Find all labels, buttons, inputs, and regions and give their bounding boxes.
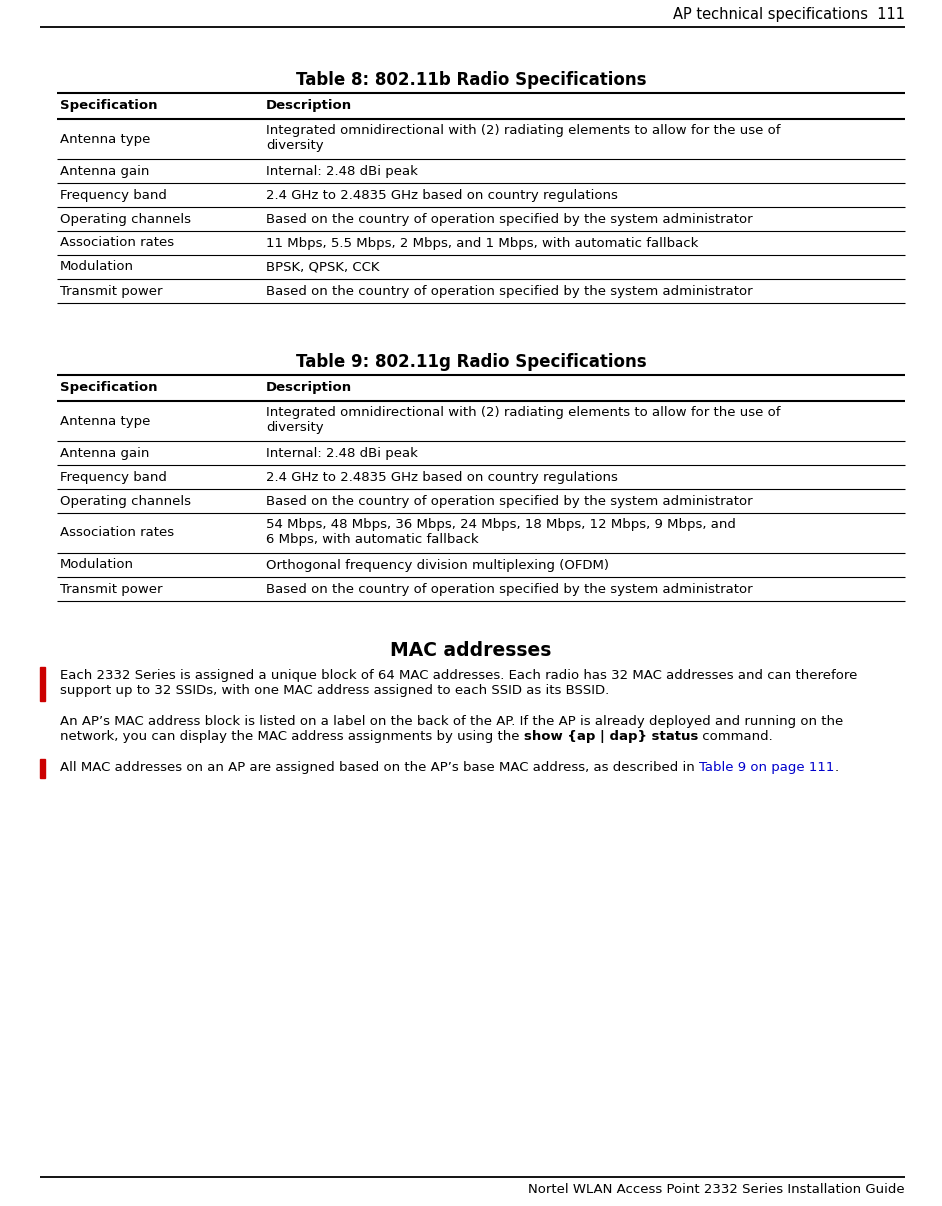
Text: Based on the country of operation specified by the system administrator: Based on the country of operation specif…: [266, 212, 753, 226]
Text: Operating channels: Operating channels: [60, 212, 191, 226]
Text: diversity: diversity: [266, 139, 324, 152]
Text: 54 Mbps, 48 Mbps, 36 Mbps, 24 Mbps, 18 Mbps, 12 Mbps, 9 Mbps, and: 54 Mbps, 48 Mbps, 36 Mbps, 24 Mbps, 18 M…: [266, 519, 736, 531]
Text: MAC addresses: MAC addresses: [390, 642, 552, 660]
Text: diversity: diversity: [266, 421, 324, 434]
Text: Based on the country of operation specified by the system administrator: Based on the country of operation specif…: [266, 285, 753, 298]
Text: 2.4 GHz to 2.4835 GHz based on country regulations: 2.4 GHz to 2.4835 GHz based on country r…: [266, 470, 618, 484]
Text: Antenna gain: Antenna gain: [60, 446, 150, 459]
Text: Frequency band: Frequency band: [60, 188, 167, 201]
Text: Modulation: Modulation: [60, 558, 134, 572]
Text: Description: Description: [266, 381, 352, 394]
Text: Internal: 2.48 dBi peak: Internal: 2.48 dBi peak: [266, 164, 418, 177]
Text: .: .: [835, 761, 838, 774]
Text: An AP’s MAC address block is listed on a label on the back of the AP. If the AP : An AP’s MAC address block is listed on a…: [60, 715, 843, 728]
Text: Table 9: 802.11g Radio Specifications: Table 9: 802.11g Radio Specifications: [296, 353, 646, 371]
Text: All MAC addresses on an AP are assigned based on the AP’s base MAC address, as d: All MAC addresses on an AP are assigned …: [60, 761, 699, 774]
Text: Table 8: 802.11b Radio Specifications: Table 8: 802.11b Radio Specifications: [296, 71, 646, 89]
Text: Specification: Specification: [60, 100, 157, 112]
Bar: [40, 667, 45, 701]
Text: Orthogonal frequency division multiplexing (OFDM): Orthogonal frequency division multiplexi…: [266, 558, 609, 572]
Text: Antenna type: Antenna type: [60, 133, 151, 146]
Text: Transmit power: Transmit power: [60, 285, 163, 298]
Text: Each 2332 Series is assigned a unique block of 64 MAC addresses. Each radio has : Each 2332 Series is assigned a unique bl…: [60, 669, 857, 683]
Text: support up to 32 SSIDs, with one MAC address assigned to each SSID as its BSSID.: support up to 32 SSIDs, with one MAC add…: [60, 684, 609, 697]
Text: Based on the country of operation specified by the system administrator: Based on the country of operation specif…: [266, 582, 753, 596]
Text: command.: command.: [698, 730, 772, 743]
Text: Frequency band: Frequency band: [60, 470, 167, 484]
Text: 2.4 GHz to 2.4835 GHz based on country regulations: 2.4 GHz to 2.4835 GHz based on country r…: [266, 188, 618, 201]
Text: Integrated omnidirectional with (2) radiating elements to allow for the use of: Integrated omnidirectional with (2) radi…: [266, 406, 781, 418]
Text: Integrated omnidirectional with (2) radiating elements to allow for the use of: Integrated omnidirectional with (2) radi…: [266, 124, 781, 137]
Text: Nortel WLAN Access Point 2332 Series Installation Guide: Nortel WLAN Access Point 2332 Series Ins…: [528, 1183, 905, 1196]
Bar: [40, 759, 45, 778]
Text: show {ap | dap} status: show {ap | dap} status: [524, 730, 698, 743]
Text: 6 Mbps, with automatic fallback: 6 Mbps, with automatic fallback: [266, 533, 479, 546]
Text: Specification: Specification: [60, 381, 157, 394]
Text: Internal: 2.48 dBi peak: Internal: 2.48 dBi peak: [266, 446, 418, 459]
Text: Association rates: Association rates: [60, 527, 174, 539]
Text: Antenna type: Antenna type: [60, 415, 151, 427]
Text: Based on the country of operation specified by the system administrator: Based on the country of operation specif…: [266, 494, 753, 508]
Text: 11 Mbps, 5.5 Mbps, 2 Mbps, and 1 Mbps, with automatic fallback: 11 Mbps, 5.5 Mbps, 2 Mbps, and 1 Mbps, w…: [266, 236, 698, 250]
Text: Transmit power: Transmit power: [60, 582, 163, 596]
Text: network, you can display the MAC address assignments by using the: network, you can display the MAC address…: [60, 730, 524, 743]
Text: Table 9 on page 111: Table 9 on page 111: [699, 761, 835, 774]
Text: BPSK, QPSK, CCK: BPSK, QPSK, CCK: [266, 260, 380, 274]
Text: AP technical specifications  111: AP technical specifications 111: [673, 7, 905, 22]
Text: Association rates: Association rates: [60, 236, 174, 250]
Text: Operating channels: Operating channels: [60, 494, 191, 508]
Text: Antenna gain: Antenna gain: [60, 164, 150, 177]
Text: Modulation: Modulation: [60, 260, 134, 274]
Text: Description: Description: [266, 100, 352, 112]
